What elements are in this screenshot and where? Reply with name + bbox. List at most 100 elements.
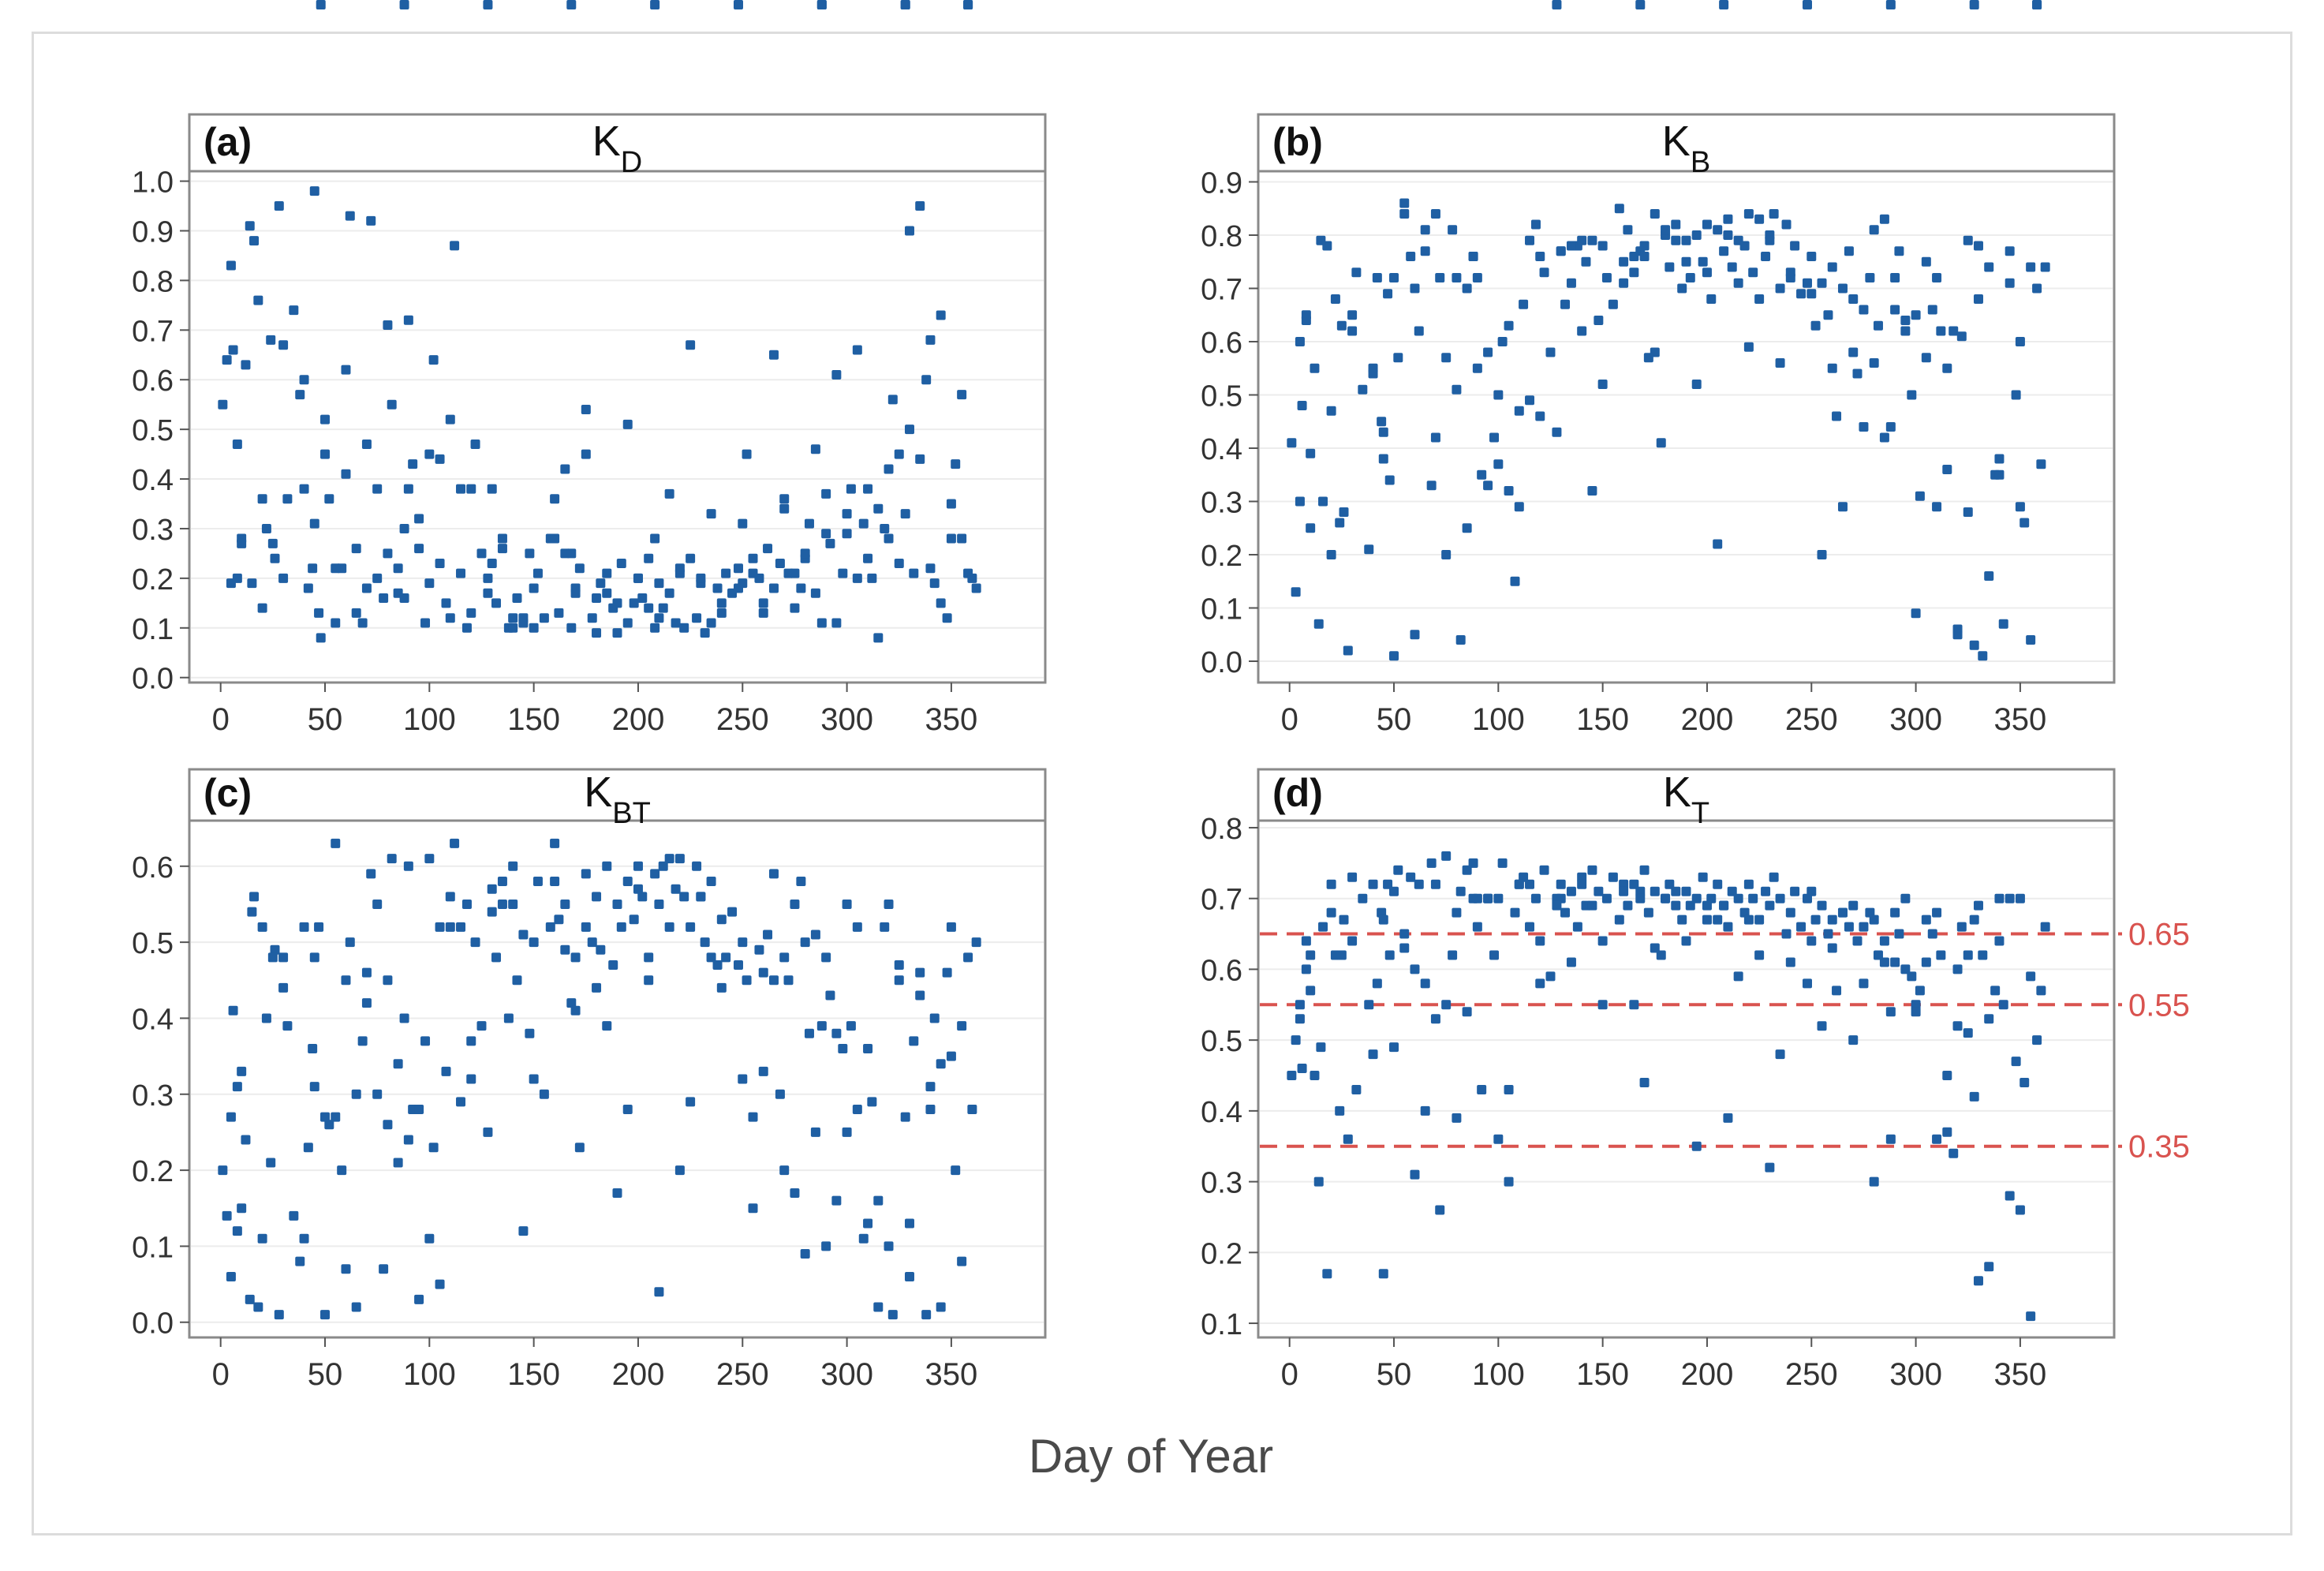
panel-b-point xyxy=(1347,326,1358,336)
panel-a-point xyxy=(270,553,280,563)
panel-d-point xyxy=(1781,929,1792,939)
panel-a-point xyxy=(873,633,884,643)
panel-a-point xyxy=(612,598,622,608)
panel-a-point xyxy=(309,518,319,529)
panel-d-point xyxy=(1326,879,1336,889)
panel-a-point xyxy=(644,553,654,563)
panel-b-point xyxy=(1885,0,1896,9)
panel-a-point xyxy=(951,459,961,469)
panel-a-point xyxy=(742,449,752,459)
panel-a-point xyxy=(790,568,800,578)
panel-d-y-tick-label: 0.6 xyxy=(1201,954,1242,987)
panel-b-point xyxy=(1539,267,1549,278)
panel-d-point xyxy=(2015,893,2025,903)
panel-c-point xyxy=(550,838,560,848)
panel-c-point xyxy=(372,1089,383,1099)
panel-c-title-subscript: BT xyxy=(612,797,651,830)
panel-a-point xyxy=(232,440,242,450)
panel-c-point xyxy=(450,838,460,848)
panel-b-point xyxy=(1942,363,1952,373)
panel-c-label: (c) xyxy=(204,771,252,815)
panel-a-point xyxy=(403,315,413,325)
panel-b-point xyxy=(1639,252,1650,261)
panel-b-point xyxy=(1859,422,1869,432)
panel-b-point xyxy=(1894,246,1904,256)
panel-c-title-main: K xyxy=(584,769,612,816)
panel-d-point xyxy=(1287,1071,1297,1081)
panel-b-point xyxy=(1597,241,1608,251)
panel-a-point xyxy=(842,529,852,539)
panel-c-point xyxy=(754,944,764,955)
panel-d-point xyxy=(1677,915,1687,925)
panel-d-point xyxy=(1765,900,1775,911)
panel-a-point xyxy=(361,440,372,450)
panel-b-point xyxy=(1781,219,1792,230)
panel-c-point xyxy=(644,975,654,986)
panel-c-point xyxy=(331,1112,341,1122)
panel-a-point xyxy=(825,538,835,548)
panel-d-point xyxy=(1525,879,1535,889)
panel-b-point xyxy=(1581,256,1591,267)
panel-c-point xyxy=(303,1143,313,1153)
panel-b-y-tick-label: 0.8 xyxy=(1201,220,1242,253)
panel-d-point xyxy=(1733,971,1743,982)
panel-b-point xyxy=(1848,347,1859,357)
panel-a-x-tick-label: 300 xyxy=(820,702,873,737)
panel-d-point xyxy=(1650,943,1660,953)
panel-a-point xyxy=(867,573,877,583)
panel-d-point xyxy=(1921,957,1931,967)
panel-d-point xyxy=(1560,907,1571,918)
panel-a-point xyxy=(622,618,633,628)
panel-b-title-subscript: B xyxy=(1691,146,1710,179)
panel-b-point xyxy=(1378,454,1388,464)
panel-a-x-tick-label: 150 xyxy=(507,702,560,737)
panel-a-point xyxy=(566,623,577,633)
panel-b-point xyxy=(1936,326,1946,336)
panel-c-x-tick-label: 300 xyxy=(820,1357,873,1392)
panel-d-point xyxy=(1754,915,1765,925)
panel-c-point xyxy=(592,892,602,902)
panel-c-point xyxy=(971,937,981,948)
panel-a-point xyxy=(880,523,890,533)
panel-a-point xyxy=(692,613,702,623)
panel-d-point xyxy=(1493,1134,1504,1144)
panel-d-point xyxy=(1597,1000,1608,1010)
panel-a-point xyxy=(539,613,549,623)
panel-b-point xyxy=(1552,0,1562,9)
panel-d-point xyxy=(1665,879,1675,889)
panel-c-point xyxy=(721,952,731,963)
panel-c-point xyxy=(483,1127,493,1137)
panel-d-reference-line-label: 0.55 xyxy=(2128,988,2190,1023)
panel-b-point xyxy=(1497,337,1508,346)
panel-d-point xyxy=(1733,893,1743,903)
panel-d-point xyxy=(1510,907,1520,918)
panel-b-point xyxy=(1650,209,1660,219)
panel-b: (b) KB 0.0 0.1 0.2 0.3 0.4 0.5 0.6 0.7 0.8 0.9 0 50 10… xyxy=(1201,0,2116,737)
panel-d-point xyxy=(1727,886,1737,896)
panel-b-point xyxy=(1368,368,1378,379)
panel-a-point xyxy=(658,603,668,613)
panel-b-point xyxy=(1823,310,1833,320)
panel-c-point xyxy=(295,1256,305,1266)
panel-d-point xyxy=(1702,900,1712,911)
panel-a-y-tick-label: 0.0 xyxy=(132,663,174,696)
panel-c-point xyxy=(810,930,820,940)
panel-d-point xyxy=(1885,1134,1896,1144)
panel-a-point xyxy=(644,603,654,613)
panel-c-point xyxy=(529,1074,539,1084)
panel-b-point xyxy=(1472,363,1482,373)
panel-c-x-tick-label: 350 xyxy=(925,1357,978,1392)
panel-b-point xyxy=(1994,469,2005,480)
panel-b-point xyxy=(1963,235,1973,245)
panel-c-point xyxy=(560,944,570,955)
panel-c-point xyxy=(414,1105,424,1115)
panel-d-point xyxy=(1952,1021,1963,1031)
panel-d-point xyxy=(1594,886,1604,896)
panel-b-point xyxy=(1441,353,1452,363)
panel-b-point xyxy=(1832,411,1842,421)
panel-a-point xyxy=(282,494,293,504)
panel-c-point xyxy=(900,0,910,9)
panel-c-point xyxy=(816,1021,827,1031)
panel-c-point xyxy=(768,975,779,986)
panel-a-point xyxy=(852,345,862,355)
